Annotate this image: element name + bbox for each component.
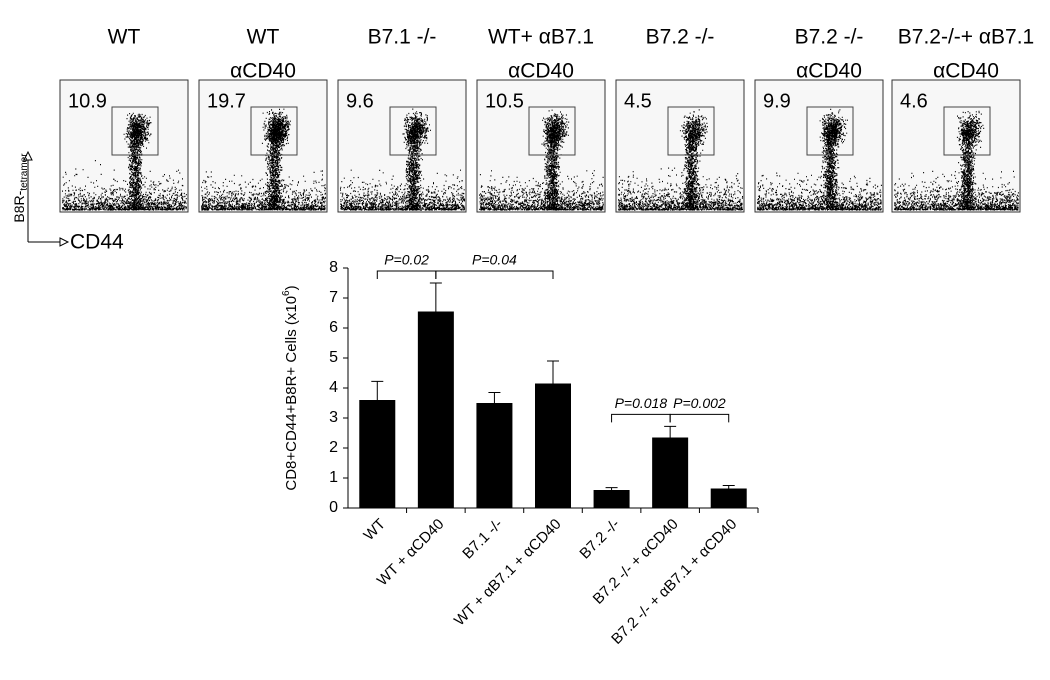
y-label-end: ) <box>283 285 300 290</box>
gate-percent: 4.5 <box>624 90 652 112</box>
panel-title: B7.2 -/- <box>646 26 715 49</box>
bar <box>593 490 630 508</box>
gate-percent: 4.6 <box>900 90 928 112</box>
panel-title: αCD40 <box>230 60 296 83</box>
gate-percent: 10.9 <box>68 90 107 112</box>
scatter-dots <box>62 112 187 211</box>
panel-title: WT <box>247 26 280 49</box>
bar <box>652 437 689 508</box>
y-tick-label: 0 <box>329 499 338 516</box>
p-value: P=0.02 <box>384 252 429 268</box>
gate <box>806 106 854 156</box>
gate-percent: 19.7 <box>207 90 246 112</box>
scatter-dots <box>757 108 882 211</box>
panel-frame <box>615 79 745 213</box>
y-tick-label: 8 <box>329 259 338 276</box>
bar <box>476 403 513 508</box>
panel-title: B7.2-/-+ αB7.1 <box>898 26 1034 49</box>
flow-panels: WT 10.9 WT αCD40 19.7 B7.1 -/- 9.6 WT+ αB7.1 αCD… <box>11 26 1035 254</box>
scatter-dots <box>201 108 326 211</box>
y-tick-label: 7 <box>329 289 338 306</box>
x-tick-label: B7.2 -/- + αB7.1 + αCD40 <box>608 516 740 648</box>
x-axis-label: CD44 <box>70 231 124 254</box>
y-label-sub: tetramer <box>19 153 30 191</box>
scatter-dots <box>479 109 604 211</box>
gate-percent: 9.6 <box>346 90 374 112</box>
error-bar <box>605 487 618 490</box>
bar <box>359 400 396 508</box>
panel-title: WT <box>108 26 141 49</box>
error-bar <box>722 485 735 489</box>
panel-frame <box>754 79 884 213</box>
error-bar <box>371 380 384 400</box>
gate <box>111 106 159 156</box>
scatter-dots <box>618 109 743 211</box>
error-bar <box>664 425 677 438</box>
panel-frame <box>198 79 328 213</box>
y-tick-label: 3 <box>329 409 338 426</box>
panel-title: αCD40 <box>796 60 862 83</box>
scatter-dots <box>340 108 465 211</box>
panel-title: WT+ αB7.1 <box>488 26 594 49</box>
y-label-sup: 6 <box>281 290 292 296</box>
y-tick-label: 4 <box>329 379 338 396</box>
panel-frame <box>59 79 189 213</box>
gate <box>667 106 715 156</box>
y-label-main: CD8+CD44+B8R+ Cells (x10 <box>283 296 300 491</box>
gate <box>389 106 437 156</box>
panel-frame <box>476 79 606 213</box>
error-bar <box>429 282 442 312</box>
scatter-dots <box>894 110 1019 211</box>
y-tick-label: 5 <box>329 349 338 366</box>
bar <box>417 311 454 508</box>
bar <box>710 488 747 508</box>
y-tick-label: 1 <box>329 469 338 486</box>
p-value: P=0.002 <box>673 395 726 411</box>
gate <box>528 106 576 156</box>
y-axis-label: CD8+CD44+B8R+ Cells (x106) <box>281 285 300 490</box>
x-tick-label: WT <box>360 516 389 545</box>
significance-bracket <box>669 413 730 423</box>
gate-percent: 10.5 <box>485 90 524 112</box>
y-axis-label: B8R-tetramer <box>11 153 30 223</box>
significance-bracket <box>611 413 671 423</box>
panel-title: B7.1 -/- <box>368 26 437 49</box>
axis-arrows <box>27 160 60 243</box>
y-tick-label: 6 <box>329 319 338 336</box>
gate <box>943 106 991 156</box>
y-label-main: B8R- <box>11 190 27 222</box>
panel-title: αCD40 <box>933 60 999 83</box>
p-value: P=0.04 <box>472 252 517 268</box>
x-tick-label: WT + αB7.1 + αCD40 <box>451 516 565 630</box>
error-bar <box>547 360 559 384</box>
arrow-heads <box>23 150 70 247</box>
bar <box>535 383 571 508</box>
panel-frame <box>337 79 467 213</box>
significance-bracket <box>376 270 437 279</box>
gate <box>250 106 298 156</box>
x-tick-label: B7.1 -/- <box>459 516 506 563</box>
y-tick-label: 2 <box>329 439 338 456</box>
panel-title: αCD40 <box>508 60 574 83</box>
error-bar <box>488 392 501 403</box>
gate-percent: 9.9 <box>763 90 791 112</box>
panel-title: B7.2 -/- <box>795 26 864 49</box>
p-value: P=0.018 <box>615 395 668 411</box>
x-tick-label: B7.2 -/- <box>576 516 623 563</box>
significance-bracket <box>435 270 554 279</box>
